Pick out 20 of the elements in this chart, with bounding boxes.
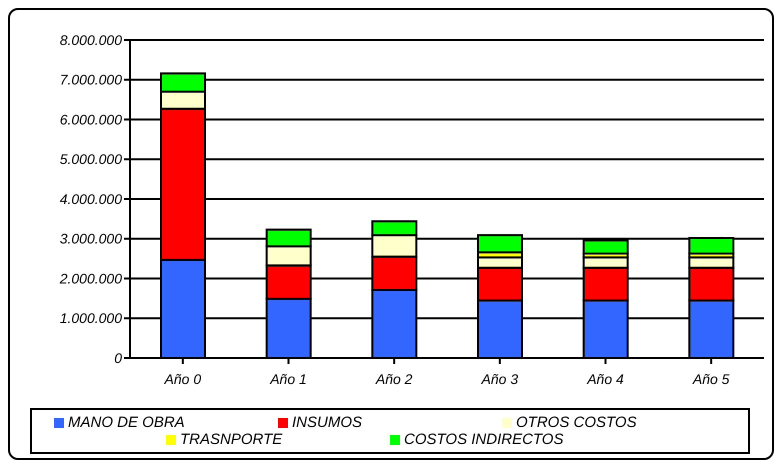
y-tick-label: 3.000.000 (60, 230, 122, 247)
legend-label: OTROS COSTOS (516, 414, 638, 431)
x-tick-label: Año 1 (269, 370, 307, 387)
y-tick-label: 8.000.000 (60, 32, 122, 48)
x-tick-label: Año 5 (692, 370, 730, 387)
x-tick-label: Año 0 (164, 370, 202, 387)
y-tick-label: 0 (114, 350, 122, 366)
legend-label: COSTOS INDIRECTOS (404, 431, 564, 448)
legend-label: TRASNPORTE (180, 431, 284, 448)
y-tick-label: 7.000.000 (60, 72, 122, 88)
y-tick-label: 2.000.000 (58, 270, 122, 286)
x-tick-label: Año 3 (480, 370, 518, 387)
legend-label: MANO DE OBRA (68, 414, 186, 431)
y-tick-label: 5.000.000 (60, 151, 122, 168)
legend-label: INSUMOS (292, 414, 364, 431)
x-tick-label: Año 4 (586, 370, 624, 387)
x-tick-label: Año 2 (374, 370, 413, 387)
y-tick-label: 4.000.000 (60, 190, 122, 207)
y-tick-label: 1.000.000 (60, 310, 122, 326)
y-tick-label: 6.000.000 (60, 111, 122, 128)
